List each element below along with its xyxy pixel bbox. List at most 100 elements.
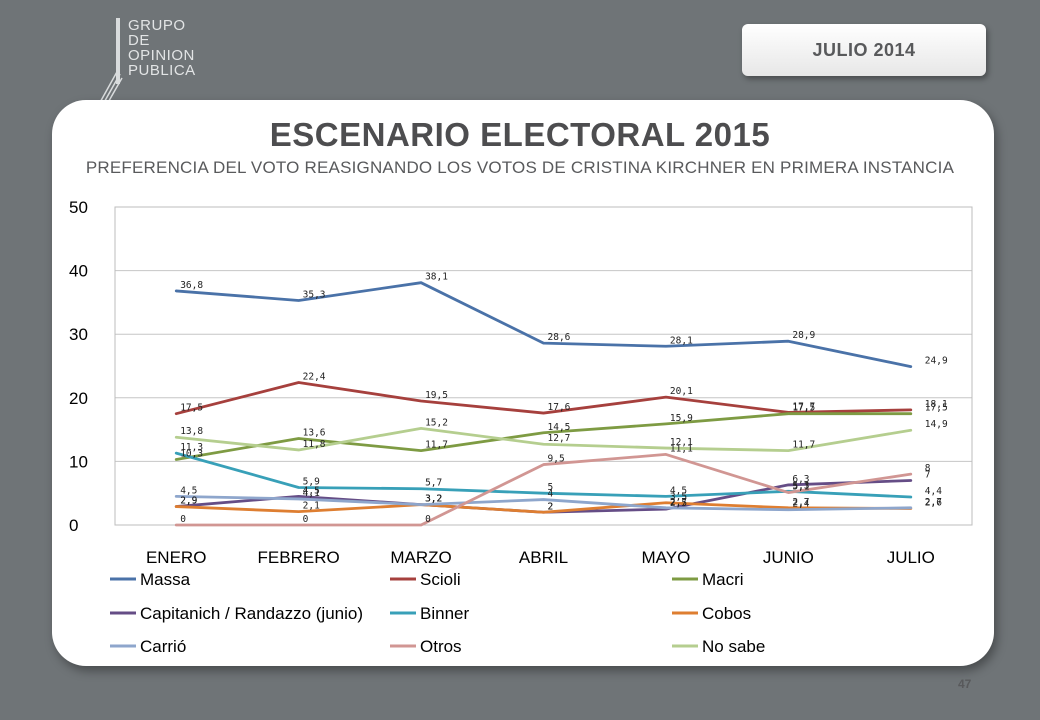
x-tick-label: MAYO (642, 548, 691, 567)
logo-line: OPINION (128, 47, 195, 64)
data-label: 2,9 (180, 496, 197, 507)
data-label: 15,9 (670, 413, 693, 424)
data-label: 3,2 (425, 494, 442, 505)
legend-label: Capitanich / Randazzo (junio) (140, 604, 363, 623)
data-label: 28,6 (548, 332, 571, 343)
legend-label: Otros (420, 637, 462, 656)
chart-card (52, 100, 994, 666)
x-tick-label: FEBRERO (258, 548, 340, 567)
data-label: 17,5 (925, 403, 948, 414)
data-label: 2,7 (670, 497, 687, 508)
data-label: 4,5 (670, 485, 687, 496)
data-label: 0 (180, 514, 186, 525)
data-label: 0 (303, 514, 309, 525)
series-line (174, 412, 913, 461)
data-label: 8 (925, 463, 931, 474)
series-line (174, 281, 913, 369)
x-tick-label: ENERO (146, 548, 206, 567)
legend-label: Binner (420, 604, 469, 623)
data-label: 2,4 (792, 499, 809, 510)
data-label: 5,9 (303, 476, 320, 487)
data-label: 14,9 (925, 419, 948, 430)
legend-label: Scioli (420, 570, 461, 589)
data-label: 10,3 (180, 448, 203, 459)
data-label: 22,4 (303, 372, 326, 383)
data-label: 38,1 (425, 272, 448, 283)
data-label: 24,9 (925, 356, 948, 367)
y-tick-label: 40 (69, 262, 88, 281)
data-label: 2,7 (792, 497, 809, 508)
data-label: 2,6 (925, 497, 942, 508)
y-tick-label: 0 (69, 516, 78, 535)
data-label: 7 (925, 469, 931, 480)
y-tick-label: 20 (69, 389, 88, 408)
data-label: 12,7 (548, 433, 571, 444)
data-label: 28,9 (792, 330, 815, 341)
page-subtitle: PREFERENCIA DEL VOTO REASIGNANDO LOS VOT… (85, 158, 955, 177)
x-tick-label: MARZO (390, 548, 451, 567)
page-title: ESCENARIO ELECTORAL 2015 (269, 116, 771, 153)
y-tick-label: 10 (69, 452, 88, 471)
data-label: 5 (548, 482, 554, 493)
data-label: 4,1 (303, 488, 320, 499)
data-label: 20,1 (670, 386, 693, 397)
data-label: 35,3 (303, 289, 326, 300)
data-label: 19,5 (425, 390, 448, 401)
data-label: 11,1 (670, 443, 693, 454)
data-label: 2,7 (925, 497, 942, 508)
series-line (174, 426, 913, 452)
data-label: 2 (548, 501, 554, 512)
series-line (174, 501, 913, 514)
logo-line: GRUPO (128, 17, 186, 34)
logo-bar (116, 18, 120, 84)
legend-label: Macri (702, 570, 744, 589)
logo-line: DE (128, 32, 150, 49)
data-label: 17,5 (180, 403, 203, 414)
x-tick-label: ABRIL (519, 548, 568, 567)
date-badge: JULIO 2014 (742, 24, 986, 76)
x-tick-label: JULIO (887, 548, 935, 567)
data-label: 5,3 (792, 480, 809, 491)
data-label: 28,1 (670, 335, 693, 346)
data-label: 3,2 (425, 494, 442, 505)
data-label: 14,5 (548, 422, 571, 433)
x-tick-label: JUNIO (763, 548, 814, 567)
data-label: 5,7 (425, 478, 442, 489)
data-label: 11,7 (792, 440, 815, 451)
data-label: 17,6 (548, 402, 571, 413)
logo-line: PUBLICA (128, 62, 196, 79)
data-label: 4 (548, 489, 554, 500)
y-tick-label: 30 (69, 325, 88, 344)
data-label: 3,5 (670, 492, 687, 503)
data-label: 0 (425, 514, 431, 525)
series-line (174, 494, 913, 512)
data-label: 13,6 (303, 428, 326, 439)
data-label: 4,5 (303, 485, 320, 496)
data-label: 6,3 (792, 474, 809, 485)
plot-area (114, 206, 973, 526)
legend-label: Massa (140, 570, 191, 589)
y-tick-label: 50 (69, 198, 88, 217)
data-label: 5,1 (792, 482, 809, 493)
data-label: 2,5 (670, 498, 687, 509)
data-label: 11,8 (303, 439, 326, 450)
legend-label: Cobos (702, 604, 751, 623)
data-label: 2,1 (303, 501, 320, 512)
legend-label: No sabe (702, 637, 765, 656)
data-label: 9,5 (548, 454, 565, 465)
series-line (174, 453, 913, 527)
data-label: 11,7 (425, 440, 448, 451)
data-label: 4,5 (180, 485, 197, 496)
data-label: 2,9 (180, 496, 197, 507)
data-label: 17,5 (792, 403, 815, 414)
logo: GRUPO DE OPINION PUBLICA (92, 10, 212, 110)
data-label: 12,1 (670, 437, 693, 448)
data-label: 2 (548, 501, 554, 512)
data-label: 15,2 (425, 417, 448, 428)
page-number: 47 (958, 677, 972, 691)
data-label: 18,1 (925, 399, 948, 410)
data-label: 17,7 (792, 401, 815, 412)
logo-text: GRUPO DE OPINION PUBLICA (128, 18, 196, 78)
data-label: 3,2 (425, 494, 442, 505)
